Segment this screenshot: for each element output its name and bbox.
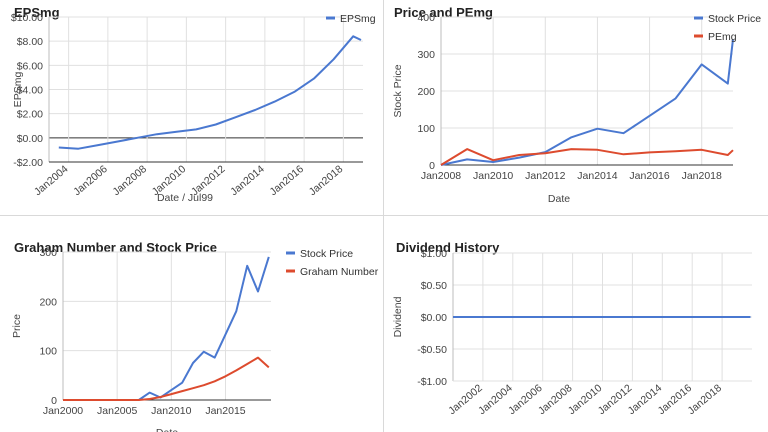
y-tick-label: 400 (417, 12, 435, 24)
x-axis-title: Date (548, 193, 570, 205)
y-tick-label: 300 (39, 247, 57, 259)
x-tick-label: Jan2010 (473, 170, 513, 182)
y-tick-label: $6.00 (17, 60, 43, 72)
y-tick-label: 100 (417, 123, 435, 135)
panel-divider-horizontal (0, 215, 768, 216)
y-tick-label: $1.00 (421, 248, 447, 260)
y-tick-label: 300 (417, 49, 435, 61)
legend-label: EPSmg (340, 13, 376, 25)
y-tick-label: $10.00 (11, 12, 43, 24)
series-line-1 (58, 35, 362, 150)
y-tick-label: -$1.00 (417, 376, 447, 388)
y-tick-label: $4.00 (17, 85, 43, 97)
x-tick-label: Jan2016 (267, 163, 306, 198)
y-tick-label: -$0.50 (417, 344, 447, 356)
x-tick-label: Jan2014 (577, 170, 617, 182)
chart-title: Dividend History (396, 240, 500, 255)
x-tick-label: Jan2010 (151, 405, 191, 417)
x-axis-title: Date (156, 427, 178, 432)
x-tick-label: Jan2018 (682, 170, 722, 182)
legend-label: Stock Price (708, 13, 761, 25)
x-tick-label: Jan2012 (525, 170, 565, 182)
legend-label: Graham Number (300, 266, 379, 278)
y-tick-label: $2.00 (17, 109, 43, 121)
chart-title: Price and PEmg (394, 5, 493, 20)
y-tick-label: $0.50 (421, 280, 447, 292)
y-axis-title: Price (11, 314, 23, 338)
x-tick-label: Jan2018 (307, 163, 346, 198)
x-tick-label: Jan2008 (421, 170, 461, 182)
chart-title: EPSmg (14, 5, 60, 20)
y-tick-label: $8.00 (17, 36, 43, 48)
x-axis-title: Date / Jul99 (157, 192, 213, 204)
x-tick-label: Jan2016 (629, 170, 669, 182)
x-tick-label: Jan2015 (205, 405, 245, 417)
x-tick-label: Jan2008 (110, 163, 149, 198)
y-tick-label: 0 (429, 160, 435, 172)
y-axis-title: Dividend (392, 296, 404, 337)
y-tick-label: 100 (39, 346, 57, 358)
x-tick-label: Jan2018 (685, 382, 724, 417)
x-tick-label: Jan2000 (43, 405, 83, 417)
x-tick-label: Jan2014 (228, 163, 267, 198)
dividend-chart-panel: Dividend History$1.00 $0.50 $0.00 -$0.50 -$1… (392, 240, 752, 417)
y-axis-title: Stock Price (392, 64, 404, 117)
legend-label: Stock Price (300, 248, 353, 260)
series-line-1 (440, 39, 734, 166)
series-line-2 (440, 148, 734, 166)
y-tick-label: -$2.00 (13, 157, 43, 169)
panel-divider-vertical (383, 0, 384, 432)
y-tick-label: $0.00 (421, 312, 447, 324)
y-tick-label: $0.00 (17, 133, 43, 145)
y-tick-label: 200 (39, 296, 57, 308)
eps-chart-panel: EPSmg$10.00$8.00$6.00$4.00$2.00$0.00-$2.… (11, 5, 376, 204)
y-tick-label: 200 (417, 86, 435, 98)
graham-chart-panel: Graham Number and Stock Price3002001000J… (11, 240, 379, 432)
series-line-1 (63, 256, 270, 401)
chart-title: Graham Number and Stock Price (14, 240, 217, 255)
x-tick-label: Jan2005 (97, 405, 137, 417)
y-tick-label: 0 (51, 395, 57, 407)
y-axis-title: EPSmg (12, 72, 24, 108)
legend-label: PEmg (708, 31, 737, 43)
x-tick-label: Jan2006 (71, 163, 110, 198)
series-line-2 (63, 356, 270, 401)
